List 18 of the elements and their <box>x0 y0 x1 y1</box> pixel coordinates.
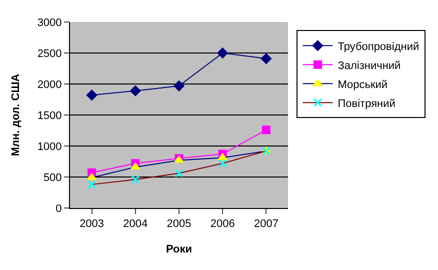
y-tick-label: 1000 <box>37 140 62 153</box>
y-axis-title: Млн. дол. США <box>10 74 22 156</box>
y-tick-label: 3000 <box>37 16 62 29</box>
y-tick-label: 1500 <box>37 110 62 122</box>
x-tick-label: 2003 <box>80 218 104 230</box>
x-tick-label: 2006 <box>210 218 235 230</box>
y-tick-label: 0 <box>56 202 62 215</box>
legend-label: Трубопровідний <box>338 40 420 53</box>
x-tick-label: 2005 <box>166 218 192 230</box>
legend-label: Повітряний <box>338 98 396 110</box>
legend-label: Морський <box>338 78 388 91</box>
y-tick-label: 2500 <box>37 48 62 60</box>
x-tick-label: 2007 <box>254 218 278 230</box>
x-tick-label: 2004 <box>123 218 148 230</box>
x-axis-title: Роки <box>166 243 192 256</box>
y-tick-label: 2000 <box>37 78 62 91</box>
legend-label: Залізничний <box>338 60 401 72</box>
y-tick-label: 500 <box>43 172 62 184</box>
